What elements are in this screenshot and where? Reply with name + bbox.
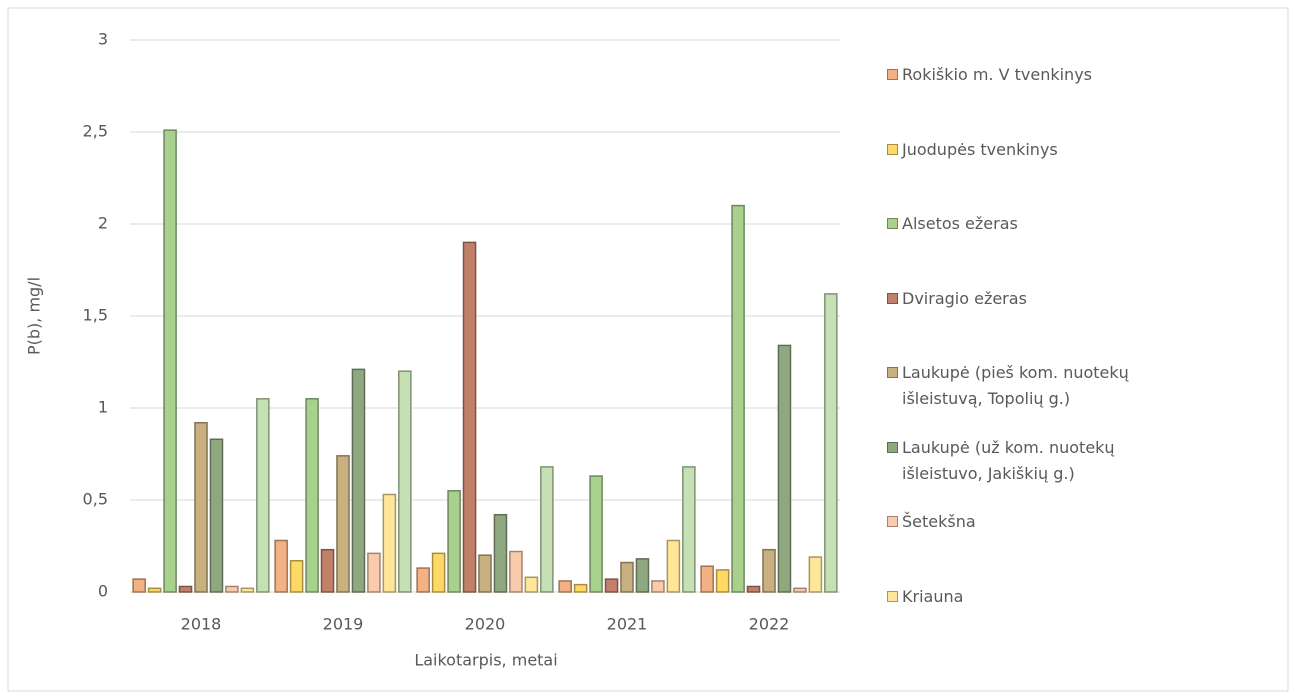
- legend-item: Šetekšna: [887, 509, 976, 535]
- bar: [635, 558, 650, 593]
- x-tick-label: 2022: [749, 615, 790, 634]
- bar: [398, 370, 412, 593]
- bar: [305, 398, 319, 593]
- legend-item: Laukupė (pieš kom. nuotekų išleistuvą, T…: [887, 360, 1187, 412]
- bar: [524, 576, 539, 593]
- bar: [147, 587, 162, 593]
- bar: [509, 550, 523, 593]
- bar: [447, 490, 461, 593]
- legend-label: Dviragio ežeras: [902, 288, 1027, 308]
- bar: [700, 565, 714, 593]
- bar: [762, 548, 776, 593]
- bar: [274, 539, 288, 593]
- bar: [682, 466, 696, 593]
- legend-item: Alsetos ežeras: [887, 211, 1018, 237]
- bar: [746, 585, 761, 593]
- y-axis-title: P(b), mg/l: [25, 277, 44, 355]
- y-tick-label: 3: [98, 30, 108, 49]
- bar: [493, 513, 508, 593]
- legend-item: Dviragio ežeras: [887, 286, 1027, 312]
- legend-swatch: [887, 143, 898, 155]
- y-tick-label: 2,5: [83, 122, 108, 141]
- bar: [431, 552, 446, 593]
- bar: [478, 554, 492, 593]
- bar: [178, 585, 193, 593]
- legend-label: Juodupės tvenkinys: [902, 139, 1058, 159]
- bar: [824, 293, 838, 593]
- bar: [540, 466, 554, 593]
- bar: [558, 580, 572, 593]
- bar: [416, 567, 430, 593]
- legend-item: Laukupė (už kom. nuotekų išleistuvo, Jak…: [887, 435, 1187, 487]
- legend-swatch: [887, 516, 898, 527]
- x-tick-label: 2019: [323, 615, 364, 634]
- legend-label: Alsetos ežeras: [902, 214, 1018, 233]
- x-tick-label: 2020: [465, 615, 506, 634]
- bar: [163, 129, 177, 593]
- bar: [382, 493, 397, 593]
- legend-swatch: [887, 590, 898, 602]
- legend-item: Rokiškio m. V tvenkinys: [887, 62, 1092, 88]
- legend-swatch: [887, 218, 898, 229]
- bar: [367, 552, 381, 593]
- legend-label: Laukupė (pieš kom. nuotekų išleistuvą, T…: [902, 363, 1129, 408]
- bar: [240, 587, 255, 593]
- bar: [289, 559, 304, 593]
- bar: [256, 398, 270, 593]
- legend-label: Laukupė (už kom. nuotekų išleistuvo, Jak…: [902, 437, 1115, 483]
- frame: [7, 7, 1289, 692]
- bar: [320, 548, 335, 593]
- legend-item: Juodupės tvenkinys: [887, 137, 1058, 163]
- bar: [573, 583, 588, 593]
- legend-swatch: [887, 292, 898, 304]
- bar: [209, 438, 224, 593]
- bar: [225, 585, 239, 593]
- bar: [132, 578, 146, 593]
- legend-item: Kriauna: [887, 584, 963, 610]
- x-tick-label: 2021: [607, 615, 648, 634]
- bar: [731, 204, 745, 593]
- y-tick-label: 1: [98, 398, 108, 417]
- bar: [777, 344, 792, 593]
- legend-swatch: [887, 69, 898, 80]
- bar: [808, 556, 823, 593]
- bar: [589, 475, 603, 593]
- y-tick-label: 0: [98, 582, 108, 601]
- bar: [462, 241, 477, 593]
- legend-label: Šetekšna: [902, 512, 976, 531]
- y-tick-label: 0,5: [83, 490, 108, 509]
- x-axis-title: Laikotarpis, metai: [414, 651, 557, 670]
- legend-swatch: [887, 367, 898, 378]
- x-tick-label: 2018: [181, 615, 222, 634]
- bar: [715, 569, 730, 593]
- bar: [604, 578, 619, 593]
- bar: [194, 421, 208, 593]
- bar: [666, 539, 681, 593]
- y-tick-label: 2: [98, 214, 108, 233]
- bar: [336, 455, 350, 593]
- y-tick-label: 1,5: [83, 306, 108, 325]
- bar: [351, 368, 366, 593]
- bar: [620, 561, 634, 593]
- bar: [793, 587, 807, 593]
- legend-swatch: [887, 441, 898, 453]
- legend-label: Rokiškio m. V tvenkinys: [902, 65, 1092, 84]
- bar: [651, 580, 665, 593]
- legend-label: Kriauna: [902, 586, 964, 606]
